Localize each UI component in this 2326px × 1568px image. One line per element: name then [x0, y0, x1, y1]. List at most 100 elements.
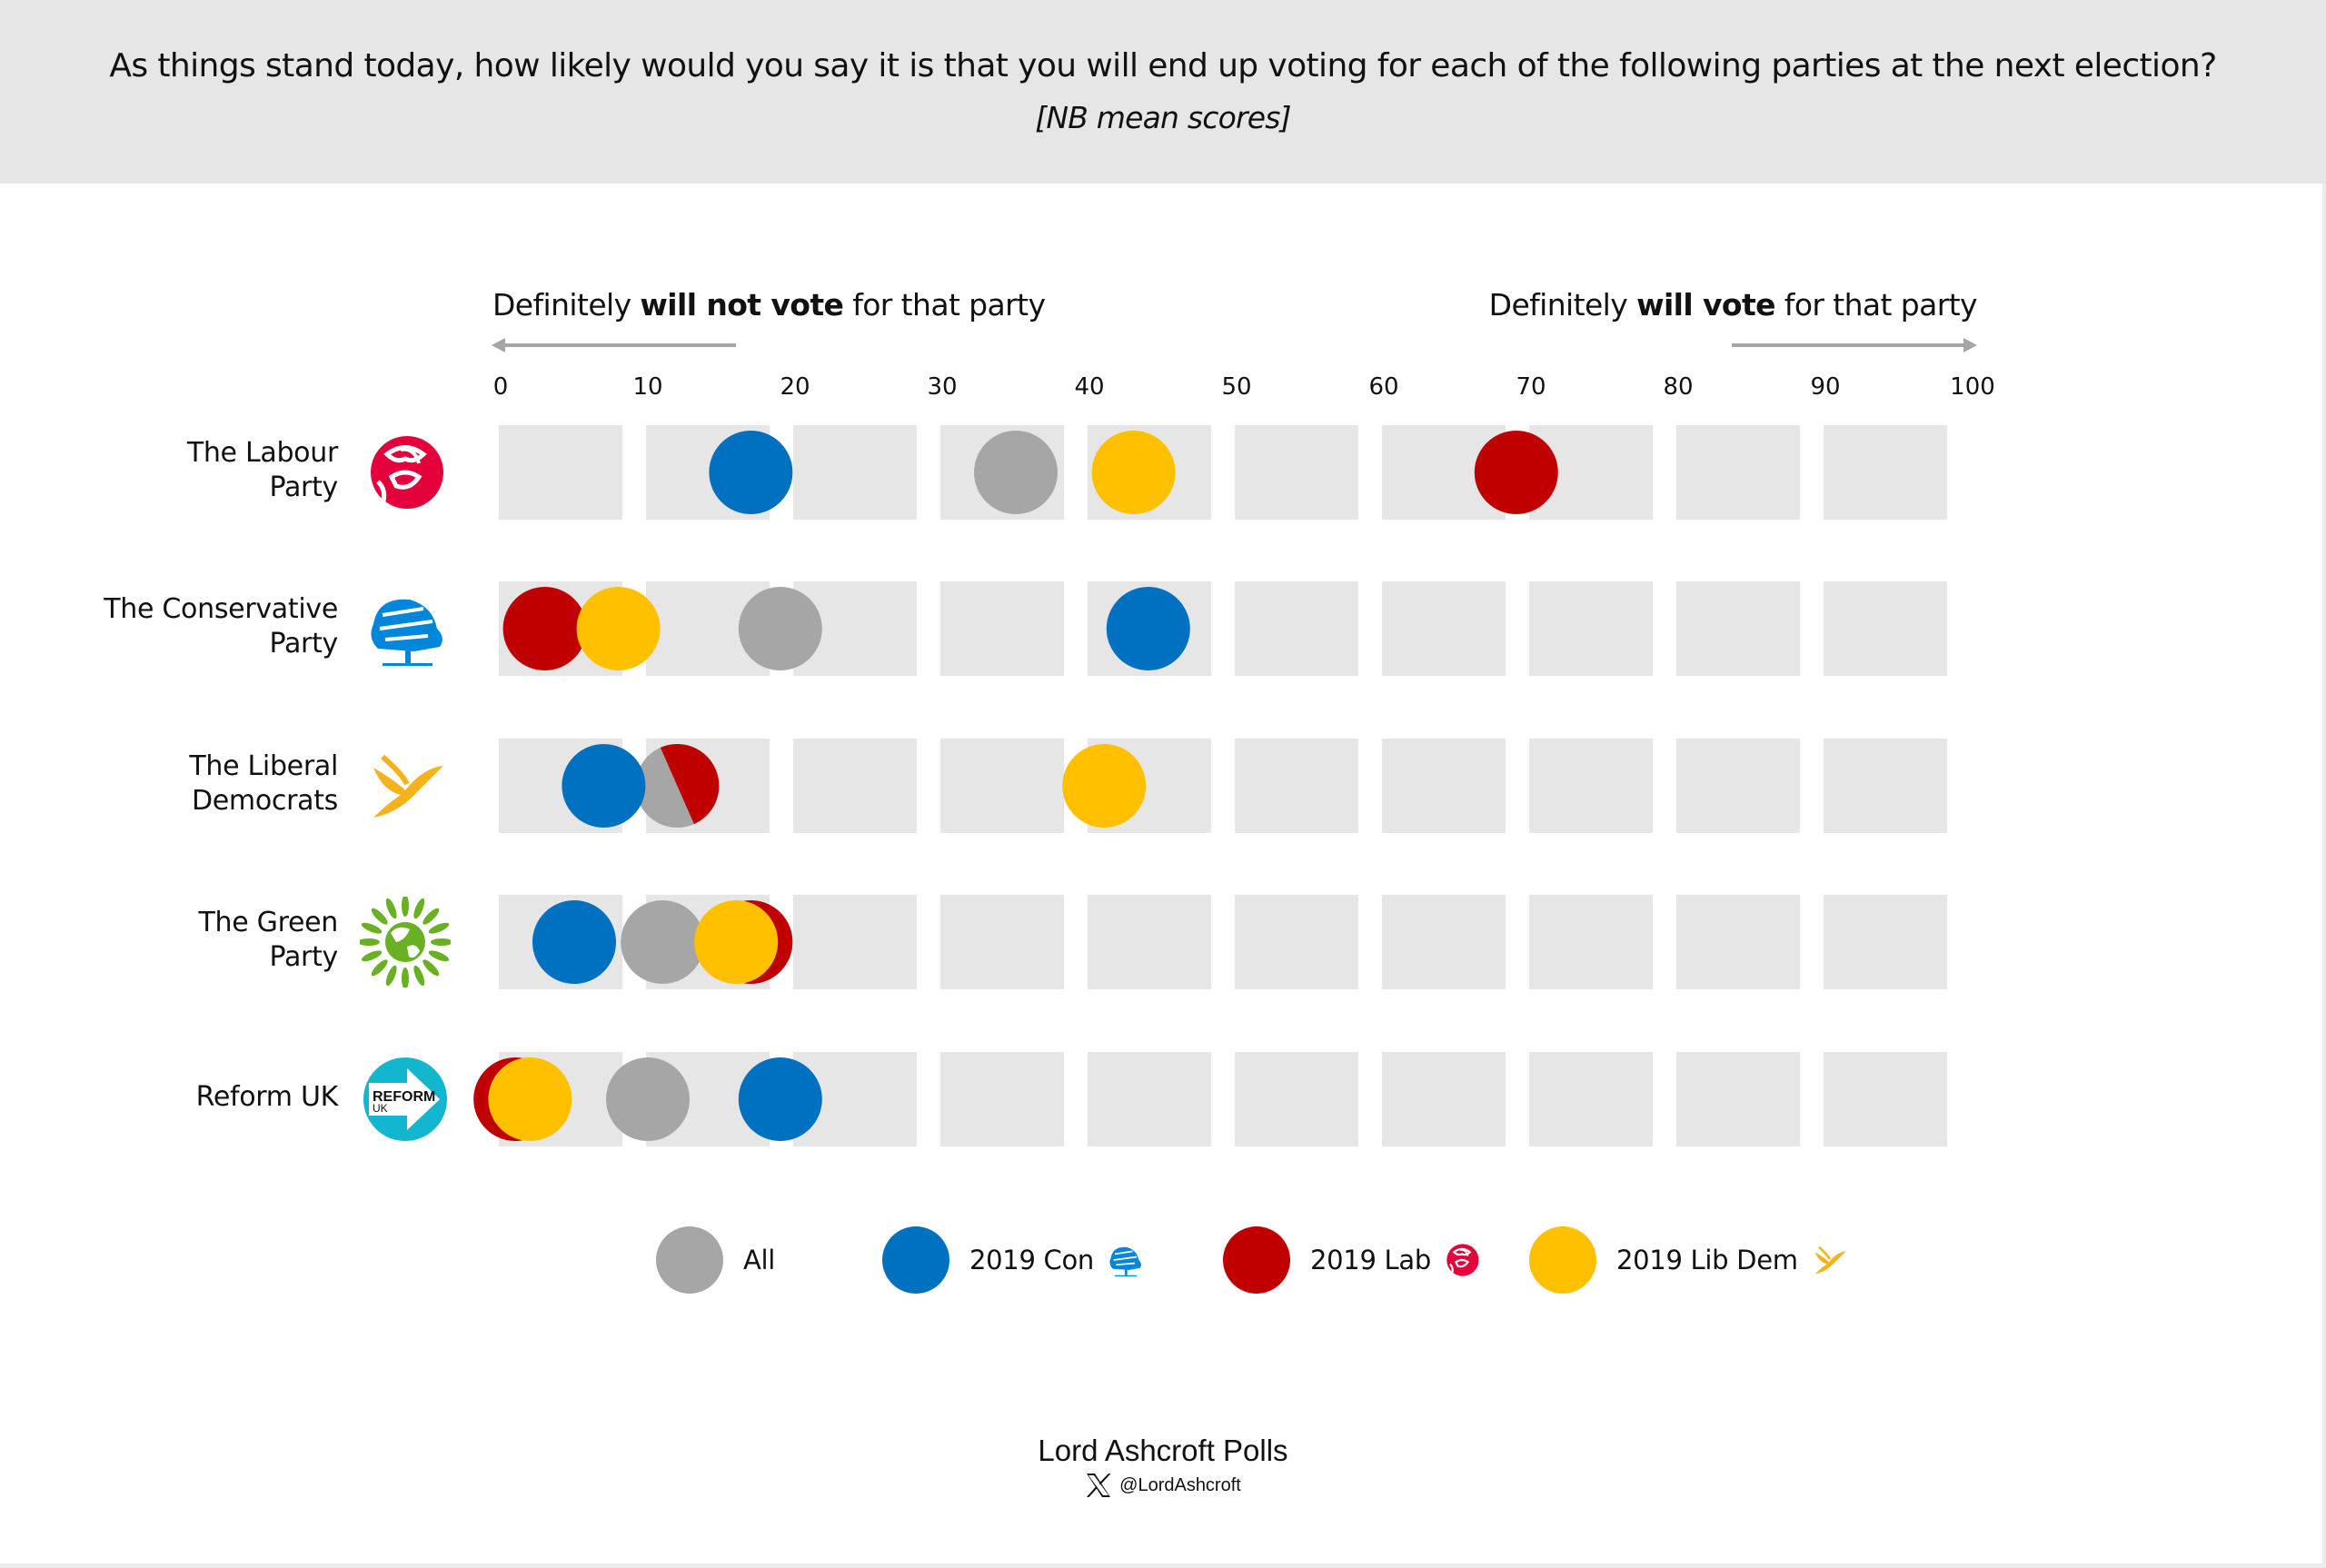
scale-box	[1824, 739, 1947, 833]
data-point-split	[635, 744, 720, 828]
party-label: The Labour Party	[187, 436, 338, 505]
scale-box	[1235, 425, 1358, 520]
scale-box	[1676, 1052, 1800, 1146]
scale-box	[1529, 895, 1653, 989]
x-tick-label: 0	[493, 373, 509, 401]
party-logo	[360, 427, 451, 518]
labour-rose-icon	[371, 436, 443, 509]
scale-label-right-suffix: for that party	[1774, 287, 1978, 323]
scale-box	[793, 425, 917, 520]
scale-box	[793, 739, 917, 833]
x-tick-label: 70	[1516, 373, 1546, 401]
x-tick-label: 30	[927, 373, 957, 401]
party-label-line: Party	[269, 471, 339, 503]
legend-label: 2019 Lab	[1310, 1245, 1431, 1275]
legend-swatch	[656, 1226, 723, 1294]
legend-logo	[1105, 1240, 1150, 1280]
scale-box	[940, 581, 1064, 676]
data-point-2019-con	[1106, 587, 1190, 670]
arrow-left-head-icon	[492, 338, 505, 352]
data-point-2019-con	[562, 744, 646, 828]
party-label-line: The Green	[198, 907, 339, 938]
party-logo	[358, 895, 452, 989]
legend-swatch	[1223, 1226, 1290, 1294]
x-tick-label: 60	[1368, 373, 1398, 401]
x-tick-label: 100	[1950, 373, 1995, 401]
scale-box	[1676, 895, 1800, 989]
scale-box	[1088, 895, 1211, 989]
scale-label-left-bold: will not vote	[640, 287, 844, 323]
data-point-all	[621, 900, 705, 984]
party-label-line: Party	[269, 628, 339, 660]
party-label-line: Reform UK	[195, 1081, 339, 1113]
party-logo: REFORM UK	[360, 1054, 451, 1145]
party-label: The Conservative Party	[104, 592, 338, 661]
scale-box	[1235, 739, 1358, 833]
legend-item: All	[656, 1226, 775, 1294]
party-label-line: The Labour	[186, 437, 338, 469]
scale-box	[1235, 1052, 1358, 1146]
data-point-all	[738, 587, 822, 670]
chart-title: As things stand today, how likely would …	[109, 47, 2217, 84]
conservative-tree-icon	[371, 599, 442, 666]
scale-box	[940, 739, 1064, 833]
footer-handle: @LordAshcroft	[1119, 1474, 1241, 1495]
data-point-all	[606, 1057, 690, 1141]
chart-subtitle: [NB mean scores]	[1035, 100, 1291, 135]
party-label-line: Democrats	[191, 785, 338, 817]
legend-item: 2019 Lab	[1223, 1226, 1487, 1294]
scale-box	[1235, 895, 1358, 989]
libdem-bird-icon	[373, 754, 443, 818]
x-tick-label: 90	[1810, 373, 1840, 401]
data-point-2019-con	[532, 900, 616, 984]
data-point-2019-lab	[502, 587, 587, 670]
arrow-right-head-icon	[1963, 338, 1977, 352]
scale-label-right-bold: will vote	[1636, 287, 1775, 323]
scale-box	[940, 1052, 1064, 1146]
scale-box	[1676, 581, 1800, 676]
data-point-2019-lab	[1474, 431, 1558, 514]
data-point-2019-con	[738, 1057, 822, 1141]
x-logo-icon	[1087, 1474, 1111, 1497]
scale-box	[1235, 581, 1358, 676]
data-point-2019-lib-dem	[488, 1057, 572, 1141]
legend-item: 2019 Con	[882, 1226, 1150, 1294]
footer-brand: Lord Ashcroft Polls	[1038, 1434, 1288, 1467]
party-label-line: The Conservative	[104, 593, 338, 625]
x-tick-label: 20	[780, 373, 810, 401]
scale-box	[1382, 895, 1506, 989]
party-label-line: The Liberal	[189, 750, 338, 782]
scale-box	[940, 895, 1064, 989]
x-tick-label: 50	[1221, 373, 1251, 401]
scale-label-right-prefix: Definitely	[1488, 287, 1637, 323]
data-point-2019-con	[709, 431, 793, 514]
party-label: The Liberal Democrats	[189, 749, 338, 819]
legend-item: 2019 Lib Dem	[1529, 1226, 1854, 1294]
party-label-line: Party	[269, 941, 339, 973]
party-logo	[360, 740, 451, 831]
scale-box	[1529, 581, 1653, 676]
legend-logo	[1809, 1240, 1854, 1280]
scale-label-left-prefix: Definitely	[492, 287, 641, 323]
x-tick-label: 40	[1074, 373, 1104, 401]
svg-text:UK: UK	[373, 1102, 388, 1115]
scale-box	[1824, 1052, 1947, 1146]
libdem-bird-icon	[1814, 1245, 1846, 1275]
legend-swatch	[882, 1226, 949, 1294]
scale-box	[1676, 425, 1800, 520]
scale-box	[1824, 581, 1947, 676]
legend-label: 2019 Lib Dem	[1616, 1245, 1798, 1275]
data-point-2019-lib-dem	[1091, 431, 1176, 514]
x-tick-label: 80	[1663, 373, 1693, 401]
footer-social: @LordAshcroft	[0, 1472, 2326, 1499]
scale-box	[499, 425, 622, 520]
labour-rose-icon	[1446, 1244, 1479, 1276]
scale-box	[1824, 895, 1947, 989]
scale-box	[1382, 739, 1506, 833]
scale-box	[793, 895, 917, 989]
data-point-2019-lab	[657, 744, 720, 828]
legend-swatch	[1529, 1226, 1596, 1294]
